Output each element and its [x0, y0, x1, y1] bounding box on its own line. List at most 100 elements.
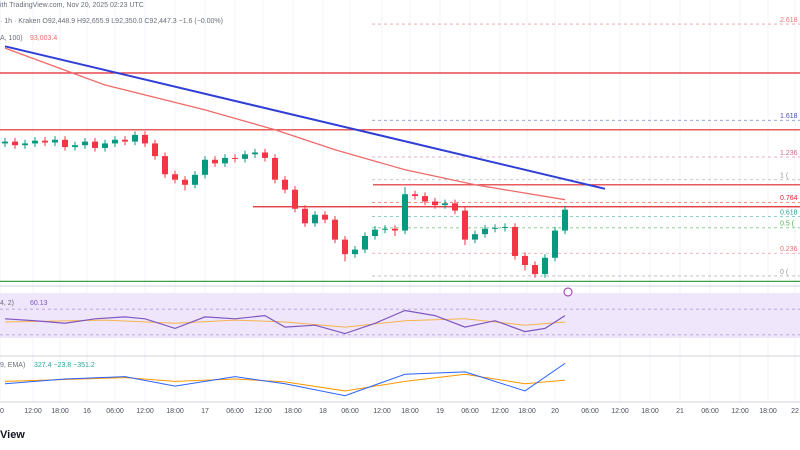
- x-tick-label: 06:00: [581, 408, 599, 415]
- candle-body: [132, 134, 138, 142]
- candle-body: [412, 194, 418, 197]
- candle-body: [312, 214, 318, 224]
- fib-label: 0.5 (: [780, 221, 795, 228]
- rsi-line: [4, 309, 566, 335]
- header-line2: · 1h · Kraken O92,448.9 H92,655.9 L92,35…: [0, 18, 223, 25]
- x-tick-label: 12:00: [24, 408, 42, 415]
- trendline: [4, 45, 606, 190]
- x-tick-label: 22: [791, 408, 799, 415]
- candle-body: [442, 203, 448, 206]
- x-tick-label: 19: [436, 408, 444, 415]
- x-tick-label: 18:00: [166, 408, 184, 415]
- x-tick-label: 12:00: [491, 408, 509, 415]
- candle-body: [522, 255, 528, 266]
- candle-body: [222, 157, 228, 164]
- candle-body: [82, 141, 88, 146]
- fib-label: 1.618 (: [780, 113, 800, 120]
- alert-icon[interactable]: [563, 287, 573, 297]
- x-tick-label: 17: [201, 408, 209, 415]
- x-tick-label: 00: [0, 408, 4, 415]
- candle-body: [392, 228, 398, 231]
- candle-body: [502, 226, 508, 228]
- candle-body: [562, 209, 568, 231]
- candle-body: [102, 143, 108, 148]
- ma-value: 93,003.4: [30, 35, 57, 42]
- fib-label: 0 (: [780, 269, 789, 276]
- ma-label: A, 100): [0, 35, 23, 42]
- candle-body: [252, 152, 258, 155]
- x-tick-label: 06:00: [341, 408, 359, 415]
- x-tick-label: 16: [83, 408, 91, 415]
- macd-label: 9, EMA): [0, 362, 25, 369]
- x-tick-label: 18: [319, 408, 327, 415]
- candle-body: [42, 140, 48, 143]
- candle-body: [32, 140, 38, 144]
- candle-body: [2, 141, 8, 144]
- x-tick-label: 18:00: [284, 408, 302, 415]
- fib-label: 0.618 (: [780, 209, 800, 216]
- candle-body: [262, 152, 268, 158]
- candle-body: [462, 210, 468, 240]
- candle-body: [142, 134, 148, 144]
- x-tick-label: 18:00: [401, 408, 419, 415]
- candle-body: [302, 208, 308, 224]
- candle-body: [202, 159, 208, 175]
- candle-body: [232, 157, 238, 159]
- x-tick-label: 12:00: [136, 408, 154, 415]
- brand: View: [0, 429, 25, 441]
- rsi-label: 4, 2): [0, 300, 14, 307]
- macd-line: [4, 362, 566, 397]
- candle-body: [62, 139, 68, 148]
- candle-body: [282, 179, 288, 190]
- candle-body: [372, 229, 378, 236]
- x-tick-label: 18:00: [51, 408, 69, 415]
- x-tick-label: 18:00: [759, 408, 777, 415]
- candle-body: [212, 159, 218, 164]
- macd-signal: [4, 373, 566, 392]
- fib-label: 1.236 (: [780, 150, 800, 157]
- x-tick-label: 18:00: [518, 408, 536, 415]
- candle-body: [12, 141, 18, 146]
- candle-body: [172, 174, 178, 180]
- candle-body: [532, 265, 538, 275]
- candle-body: [22, 143, 28, 146]
- x-tick-label: 06:00: [226, 408, 244, 415]
- fib-label: 1 (: [780, 173, 789, 180]
- candle-body: [402, 194, 408, 231]
- candle-body: [92, 141, 98, 148]
- rsi-ma: [4, 318, 566, 328]
- candle-body: [162, 156, 168, 175]
- fib-label: 0.236 (: [780, 246, 800, 253]
- candle-body: [432, 201, 438, 206]
- candle-body: [542, 257, 548, 275]
- x-tick-label: 06:00: [701, 408, 719, 415]
- x-tick-label: 12:00: [254, 408, 272, 415]
- header-line1: ith TradingView.com, Nov 20, 2025 02:23 …: [0, 2, 144, 9]
- candle-body: [452, 203, 458, 211]
- candle-body: [122, 139, 128, 142]
- plot: 2.618 (1.618 (1.236 (1 (0.764 (0.618 (0.…: [0, 17, 800, 397]
- candle-body: [382, 228, 388, 230]
- x-tick-label: 12:00: [611, 408, 629, 415]
- x-tick-label: 20: [551, 408, 559, 415]
- candle-body: [482, 228, 488, 235]
- moving-average: [4, 47, 566, 201]
- fib-label: 0.764 (: [780, 195, 800, 202]
- candle-body: [242, 154, 248, 159]
- candle-body: [292, 189, 298, 209]
- candle-body: [182, 179, 188, 185]
- candle-body: [472, 234, 478, 240]
- x-tick-label: 12:00: [731, 408, 749, 415]
- x-tick-label: 12:00: [373, 408, 391, 415]
- x-tick-label: 06:00: [106, 408, 124, 415]
- candle-body: [352, 249, 358, 255]
- candle-body: [422, 196, 428, 202]
- rsi-band: [0, 293, 800, 338]
- x-tick-label: 06:00: [461, 408, 479, 415]
- candle-body: [52, 139, 58, 143]
- candle-body: [552, 230, 558, 258]
- candle-body: [272, 157, 278, 180]
- candle-body: [492, 227, 498, 229]
- candle-body: [512, 226, 518, 256]
